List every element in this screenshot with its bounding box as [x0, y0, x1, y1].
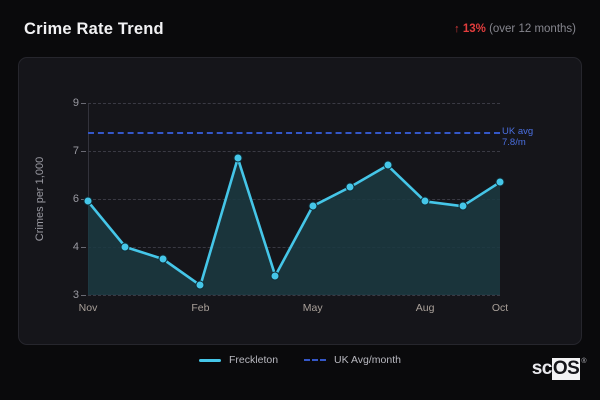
y-tick-mark	[81, 247, 86, 248]
data-point[interactable]	[495, 177, 505, 187]
data-point[interactable]	[233, 153, 243, 163]
legend-item[interactable]: Freckleton	[199, 354, 278, 366]
chart-header: Crime Rate Trend ↑ 13% (over 12 months)	[0, 0, 600, 58]
data-point[interactable]	[420, 196, 430, 206]
legend-swatch	[304, 359, 327, 361]
uk-average-reference-line	[88, 131, 500, 134]
registered-icon: ®	[581, 358, 586, 365]
delta-value: 13%	[462, 23, 486, 35]
legend-item[interactable]: UK Avg/month	[304, 354, 401, 366]
series-area-fill	[88, 158, 500, 295]
data-point[interactable]	[83, 196, 93, 206]
watermark-text-b: OS	[551, 358, 581, 380]
data-point[interactable]	[383, 160, 393, 170]
x-tick-label: Nov	[78, 302, 98, 314]
uk-average-label-name: UK avg	[502, 125, 534, 137]
data-point[interactable]	[195, 280, 205, 290]
data-point[interactable]	[308, 201, 318, 211]
legend-swatch	[199, 358, 222, 362]
chart-legend: Freckleton UK Avg/month	[0, 354, 600, 366]
data-point[interactable]	[270, 271, 280, 281]
gridline-y	[88, 199, 500, 200]
data-point[interactable]	[158, 254, 168, 264]
data-point[interactable]	[345, 182, 355, 192]
arrow-up-icon: ↑	[454, 23, 460, 35]
y-axis-title: Crimes per 1,000	[34, 156, 46, 242]
uk-average-label-value: 7.8/m	[502, 136, 526, 148]
watermark-text-a: sc	[531, 358, 553, 379]
y-tick-mark	[81, 151, 86, 152]
page-title: Crime Rate Trend	[24, 19, 164, 38]
legend-label: Freckleton	[229, 354, 279, 366]
series-freckleton	[86, 156, 502, 295]
y-tick-mark	[81, 103, 86, 104]
scos-watermark-logo: sc OS ®	[532, 358, 586, 380]
y-tick-label: 6	[72, 193, 79, 205]
gridline-y	[88, 103, 500, 104]
plot-area: 3 4 6 7 9 UK avg 7.8/m	[73, 97, 533, 301]
delta-note: (over 12 months)	[489, 23, 576, 35]
legend-label: UK Avg/month	[334, 354, 401, 366]
data-point[interactable]	[458, 201, 468, 211]
x-tick-label: Feb	[191, 302, 210, 314]
y-tick-label: 4	[72, 241, 79, 253]
x-tick-label: Oct	[491, 302, 509, 314]
gridline-y	[88, 151, 500, 152]
gridline-y	[88, 295, 500, 296]
x-tick-label: Aug	[415, 302, 435, 314]
trend-delta-badge: ↑ 13% (over 12 months)	[454, 23, 576, 35]
uk-average-label: UK avg 7.8/m	[502, 126, 533, 148]
x-tick-label: May	[302, 302, 323, 314]
series-line	[86, 156, 502, 287]
y-tick-label: 3	[72, 289, 79, 301]
data-point[interactable]	[120, 242, 130, 252]
y-tick-label: 9	[72, 97, 79, 109]
y-tick-label: 7	[72, 145, 79, 157]
y-tick-mark	[81, 295, 86, 296]
